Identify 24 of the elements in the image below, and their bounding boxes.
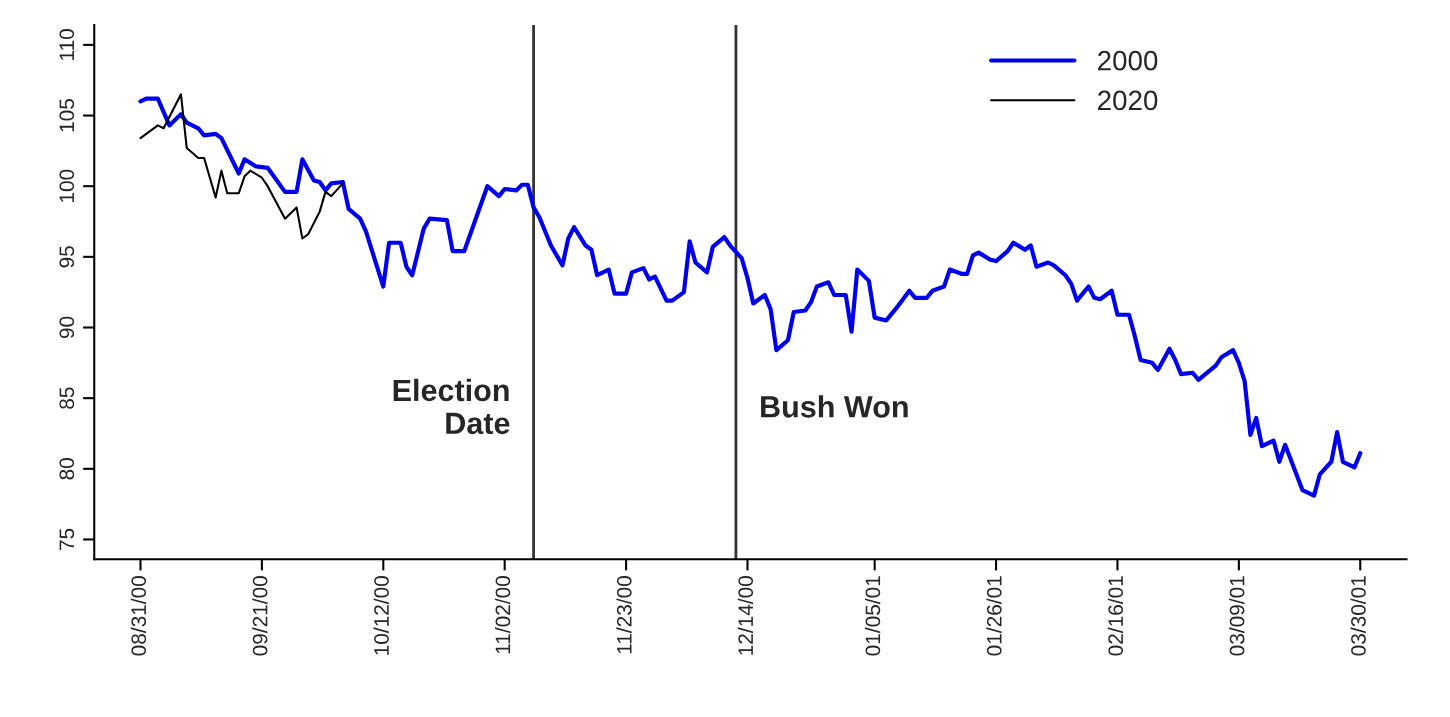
- x-tick-label: 12/14/00: [737, 576, 754, 655]
- ref-line-label: Election Date: [393, 378, 510, 435]
- y-tick-label: 75: [59, 528, 75, 550]
- y-tick-label: 110: [59, 29, 75, 60]
- y-tick-label: 100: [59, 169, 75, 202]
- y-tick-label: 105: [59, 99, 75, 132]
- x-tick-label: 03/30/01: [1350, 576, 1366, 656]
- y-tick-label: 80: [59, 458, 75, 480]
- legend-label: 2020: [1098, 90, 1158, 111]
- y-tick-label: 90: [59, 316, 75, 339]
- x-tick-label: 03/09/01: [1229, 576, 1245, 656]
- y-tick-label: 85: [59, 387, 75, 409]
- x-tick-label: 08/31/00: [130, 576, 147, 656]
- x-tick-label: 10/12/00: [373, 576, 389, 655]
- x-tick-label: 09/21/00: [252, 576, 268, 656]
- y-tick-label: 95: [59, 246, 75, 268]
- legend-label: 2000: [1098, 50, 1158, 71]
- x-tick-label: 11/23/00: [616, 576, 632, 654]
- line-series: [139, 93, 344, 240]
- x-tick-label: 11/02/00: [494, 576, 511, 654]
- x-tick-label: 01/26/01: [986, 576, 1002, 656]
- ref-line-label: Bush Won: [761, 395, 908, 418]
- x-tick-label: 01/05/01: [864, 576, 881, 656]
- x-tick-label: 02/16/01: [1107, 576, 1124, 656]
